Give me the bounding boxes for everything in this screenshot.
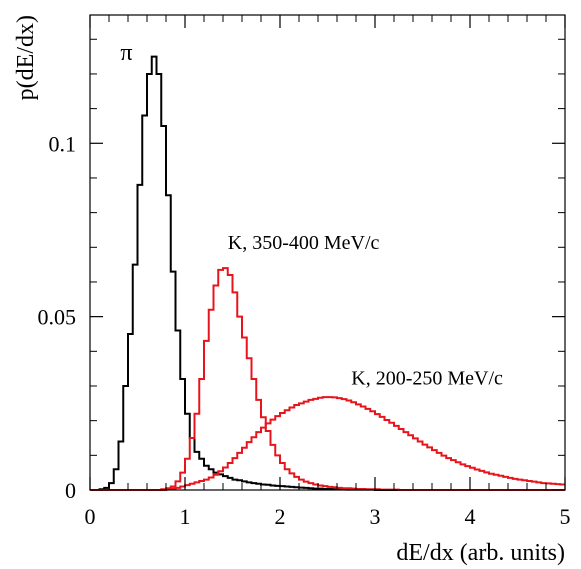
annotation-label: K, 350-400 MeV/c [228, 232, 380, 254]
x-tick-label: 1 [180, 504, 191, 529]
annotation-label: K, 200-250 MeV/c [351, 367, 503, 389]
x-tick-label: 3 [370, 504, 381, 529]
y-tick-label: 0 [65, 478, 76, 503]
series-line-3 [90, 396, 565, 491]
y-axis-label: p(dE/dx) [13, 15, 39, 100]
x-tick-label: 4 [465, 504, 476, 529]
x-tick-label: 5 [560, 504, 571, 529]
x-tick-label: 0 [85, 504, 96, 529]
ticks-layer: 0 1 2 3 4 5 0 0.05 0.1 [38, 15, 571, 529]
plot-area: 0 1 2 3 4 5 0 0.05 0.1 [38, 14, 571, 529]
x-axis-label: dE/dx (arb. units) [396, 540, 565, 566]
plot-frame [89, 14, 566, 491]
y-tick-label: 0.1 [49, 131, 77, 156]
y-tick-label: 0.05 [38, 305, 77, 330]
annotation-label: π [120, 40, 132, 66]
x-tick-label: 2 [275, 504, 286, 529]
annotation-layer: π K, 350-400 MeV/c K, 200-250 MeV/c [120, 40, 503, 389]
